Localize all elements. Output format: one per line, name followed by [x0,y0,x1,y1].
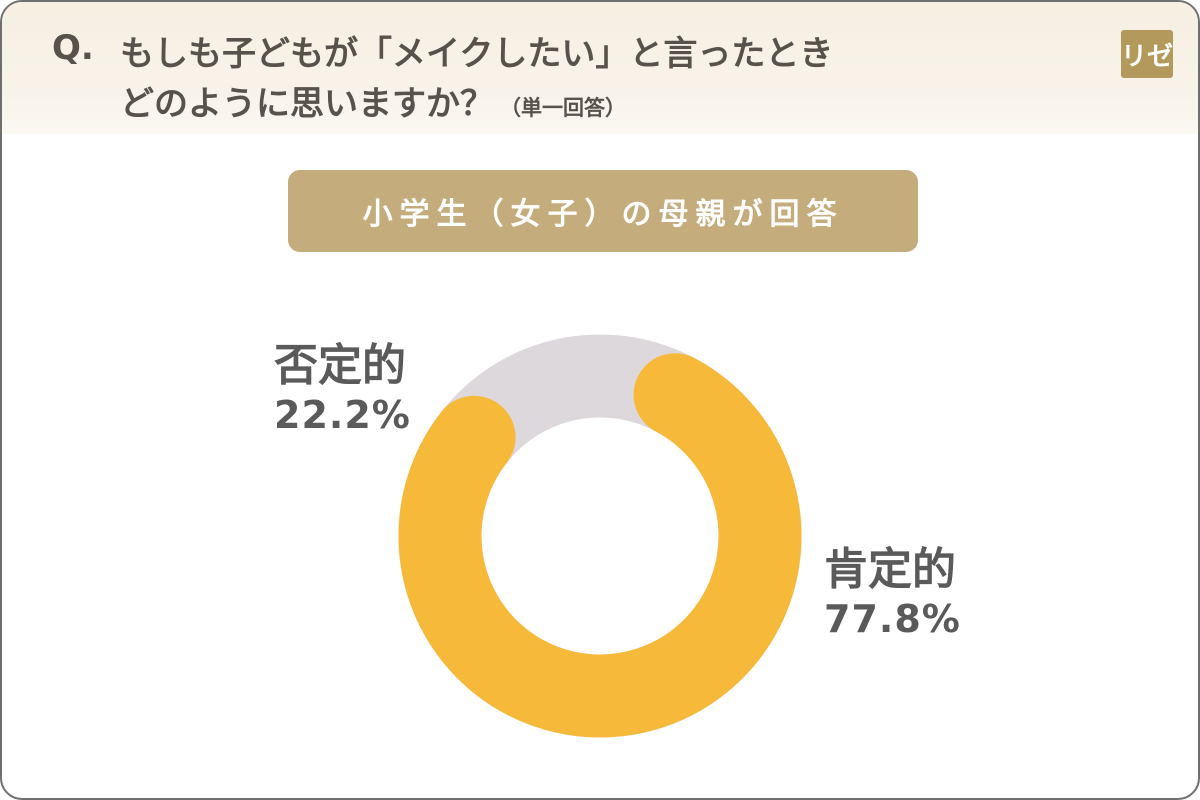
question-header: Q. もしも子どもが「メイクしたい」と言ったとき どのように思いますか？ （単一回… [2,2,1198,134]
question-mark: Q. [52,28,94,68]
slice-label-positive: 肯定的 77.8% [824,544,961,641]
question-line-1: もしも子どもが「メイクしたい」と言ったとき [120,34,834,74]
question-line-2: どのように思いますか？ （単一回答） [120,76,626,125]
brand-logo: リゼ [1121,30,1173,78]
slice-positive [398,353,802,738]
slice-label-positive-name: 肯定的 [824,544,956,595]
question-note: （単一回答） [500,96,626,120]
slice-label-positive-value: 77.8% [824,597,961,641]
slice-label-negative-value: 22.2% [274,393,411,437]
slice-label-negative: 否定的 22.2% [274,340,411,437]
respondent-banner: 小学生（女子）の母親が回答 [288,170,918,252]
slice-label-negative-name: 否定的 [274,340,406,391]
question-line-2-text: どのように思いますか？ [120,84,494,124]
